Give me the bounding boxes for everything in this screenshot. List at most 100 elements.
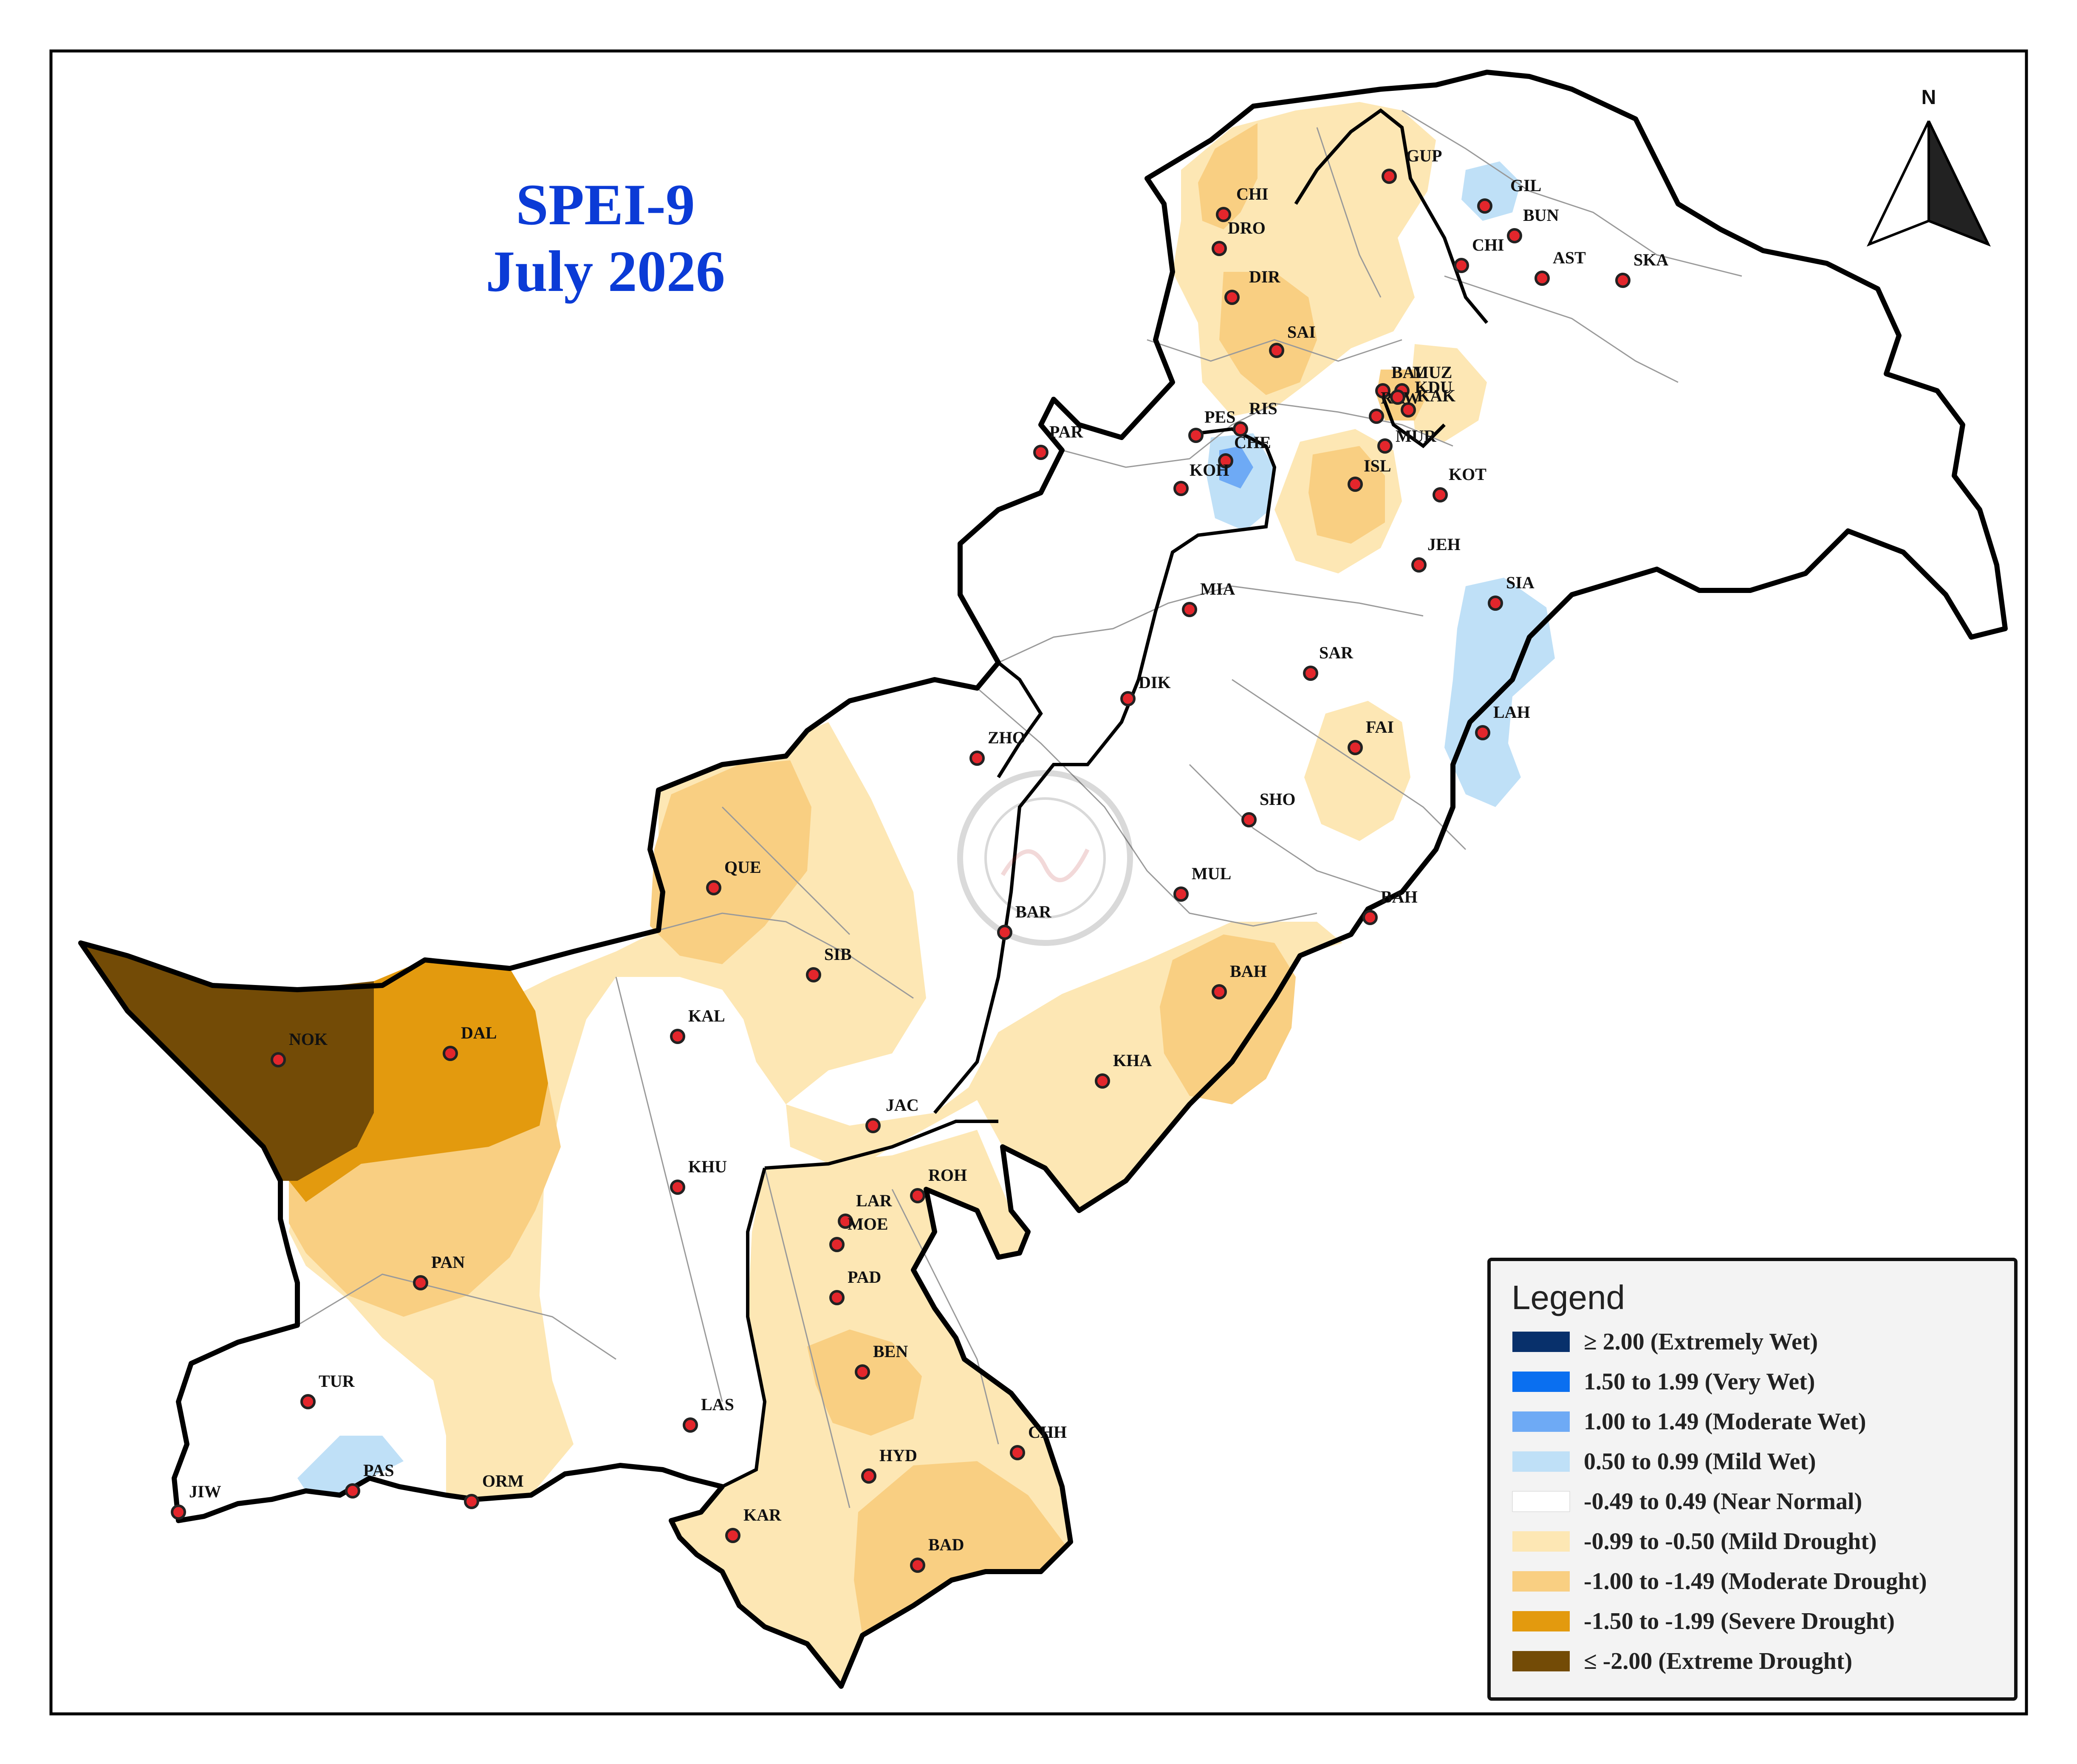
- station-label: BAD: [928, 1535, 964, 1554]
- legend-swatch: [1512, 1651, 1570, 1671]
- station-label: MUL: [1192, 864, 1231, 883]
- station-label: SHO: [1260, 790, 1295, 809]
- station-label: PAS: [363, 1461, 394, 1480]
- station-label: DAL: [461, 1023, 497, 1042]
- station-label: MUZ: [1413, 363, 1452, 382]
- station-dot: [1377, 438, 1393, 454]
- legend-box: [1487, 1258, 2018, 1701]
- station-dot: [464, 1494, 479, 1509]
- legend-label: -1.50 to -1.99 (Severe Drought): [1584, 1608, 1895, 1634]
- map-title: SPEI-9: [516, 172, 695, 237]
- station-dot: [865, 1118, 881, 1133]
- legend-swatch: [1512, 1332, 1570, 1352]
- country-area: [81, 72, 2005, 1686]
- station-dot: [670, 1029, 685, 1044]
- station-label: KOH: [1190, 460, 1229, 480]
- station-label: KHU: [688, 1157, 727, 1176]
- station-label: PAN: [431, 1253, 465, 1272]
- legend-swatch: [1512, 1571, 1570, 1592]
- spei-zones: [81, 102, 1555, 1686]
- map-frame: [49, 49, 2028, 1716]
- north-arrow-icon: N: [1866, 86, 1991, 247]
- station-label: JAC: [886, 1095, 919, 1115]
- legend-label: -1.00 to -1.49 (Moderate Drought): [1584, 1568, 1927, 1595]
- station-label: HYD: [879, 1446, 917, 1465]
- zone-moderate-drought: [650, 760, 811, 964]
- station-dot: [1010, 1445, 1025, 1460]
- station-dot: [1095, 1073, 1110, 1089]
- station-dot: [1433, 487, 1448, 502]
- station-dot: [1534, 271, 1550, 286]
- station-label: LAR: [856, 1191, 893, 1210]
- station-dot: [910, 1558, 925, 1573]
- station-label: LAS: [701, 1395, 734, 1414]
- station-label: CHH: [1028, 1422, 1067, 1442]
- station-dot: [670, 1180, 685, 1195]
- station-dot: [1401, 402, 1416, 418]
- map-subtitle: July 2026: [486, 239, 725, 304]
- legend-swatch: [1512, 1411, 1570, 1432]
- station-dot: [829, 1237, 845, 1252]
- country-outline: [78, 70, 2008, 1689]
- legend-label: 1.50 to 1.99 (Very Wet): [1584, 1369, 1815, 1395]
- station-dot: [806, 967, 821, 982]
- station-dot: [1033, 445, 1048, 460]
- station-dot: [443, 1046, 458, 1061]
- legend: Legend ≥ 2.00 (Extremely Wet) 1.50 to 1.9…: [1487, 1258, 2018, 1701]
- station-label: CHI: [1236, 184, 1269, 203]
- station-dot: [1224, 290, 1240, 305]
- station-dot: [300, 1394, 316, 1409]
- station-dot: [271, 1052, 286, 1067]
- station-label: TUR: [319, 1372, 355, 1391]
- station-label: PES: [1204, 407, 1235, 426]
- station-dot: [1390, 389, 1405, 405]
- station-label: MIA: [1200, 579, 1235, 598]
- station-dot: [1173, 886, 1189, 902]
- station-label: SAR: [1319, 643, 1354, 662]
- station-dot: [1173, 481, 1189, 496]
- station-label: BAH: [1230, 962, 1267, 981]
- zone-moderate-drought: [854, 1461, 1066, 1635]
- station-label: RIS: [1249, 399, 1277, 418]
- zone-moderate-drought: [1198, 123, 1258, 229]
- station-dot: [1188, 428, 1204, 443]
- station-dot: [1241, 812, 1257, 827]
- station-label: KAL: [688, 1006, 725, 1025]
- station-dot: [1477, 198, 1492, 214]
- station-label: LAH: [1493, 703, 1530, 722]
- station-dot: [829, 1290, 845, 1305]
- station-label: BAH: [1381, 887, 1418, 906]
- station-dot: [1411, 557, 1427, 573]
- station-dot: [1218, 453, 1233, 469]
- station-label: DIR: [1249, 267, 1280, 286]
- station-label: GIL: [1510, 176, 1541, 195]
- legend-swatch: [1512, 1611, 1570, 1631]
- zone-moderate-drought: [1308, 446, 1385, 544]
- station-label: SIB: [824, 945, 852, 964]
- legend-title: Legend: [1512, 1279, 1625, 1316]
- station-label: MUR: [1396, 426, 1437, 446]
- zone-moderate-drought: [807, 1329, 922, 1436]
- station-label: DIK: [1139, 673, 1171, 692]
- station-label: MOE: [848, 1214, 888, 1233]
- station-label: QUE: [724, 858, 761, 877]
- department-emblem-watermark: [957, 770, 1133, 946]
- station-dot: [1348, 477, 1363, 492]
- station-label: ZHO: [988, 728, 1026, 747]
- station-label: PAR: [1049, 422, 1083, 441]
- zone-moderate-drought: [1219, 272, 1317, 395]
- station-label: KDU: [1415, 378, 1452, 397]
- station-label: BEN: [873, 1342, 908, 1361]
- station-dot: [1216, 207, 1231, 222]
- legend-label: -0.49 to 0.49 (Near Normal): [1584, 1488, 1862, 1515]
- station-label: ISL: [1364, 456, 1391, 475]
- station-dot: [838, 1214, 853, 1229]
- station-dot: [1454, 258, 1469, 273]
- station-dot: [861, 1468, 876, 1484]
- station-label: JIW: [189, 1482, 221, 1501]
- station-dot: [1182, 602, 1197, 617]
- legend-label: -0.99 to -0.50 (Mild Drought): [1584, 1528, 1877, 1555]
- station-dot: [1369, 409, 1384, 424]
- station-label: ORM: [482, 1471, 524, 1490]
